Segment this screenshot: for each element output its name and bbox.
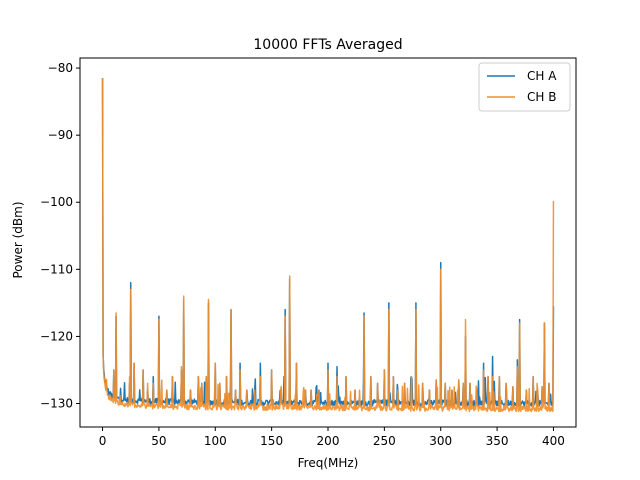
legend: CH A CH B <box>478 62 571 112</box>
x-tick-label: 0 <box>99 434 107 448</box>
x-tick-label: 100 <box>204 434 227 448</box>
x-tick-label: 200 <box>317 434 340 448</box>
x-tick-label: 50 <box>151 434 166 448</box>
y-tick-label: −100 <box>40 195 73 209</box>
x-tick-label: 300 <box>429 434 452 448</box>
legend-box <box>478 62 571 112</box>
y-tick-label: −110 <box>40 262 73 276</box>
y-axis-label: Power (dBm) <box>11 202 25 279</box>
plot-area <box>101 78 555 413</box>
x-tick-label: 250 <box>373 434 396 448</box>
x-tick-label: 150 <box>260 434 283 448</box>
x-tick-label: 350 <box>486 434 509 448</box>
y-tick-label: −90 <box>48 128 73 142</box>
y-tick-label: −120 <box>40 329 73 343</box>
series-line-ch-b <box>101 78 555 413</box>
legend-label: CH B <box>527 90 556 104</box>
axes: 0 50 100 150 200 250 300 350 400 −80 −90 −100 −110 −1… <box>40 57 577 448</box>
y-tick-label: −130 <box>40 397 73 411</box>
y-tick-label: −80 <box>48 61 73 75</box>
chart-title: 10000 FFTs Averaged <box>253 37 402 53</box>
legend-label: CH A <box>527 69 557 83</box>
x-axis-label: Freq(MHz) <box>298 456 359 470</box>
x-tick-label: 400 <box>542 434 565 448</box>
